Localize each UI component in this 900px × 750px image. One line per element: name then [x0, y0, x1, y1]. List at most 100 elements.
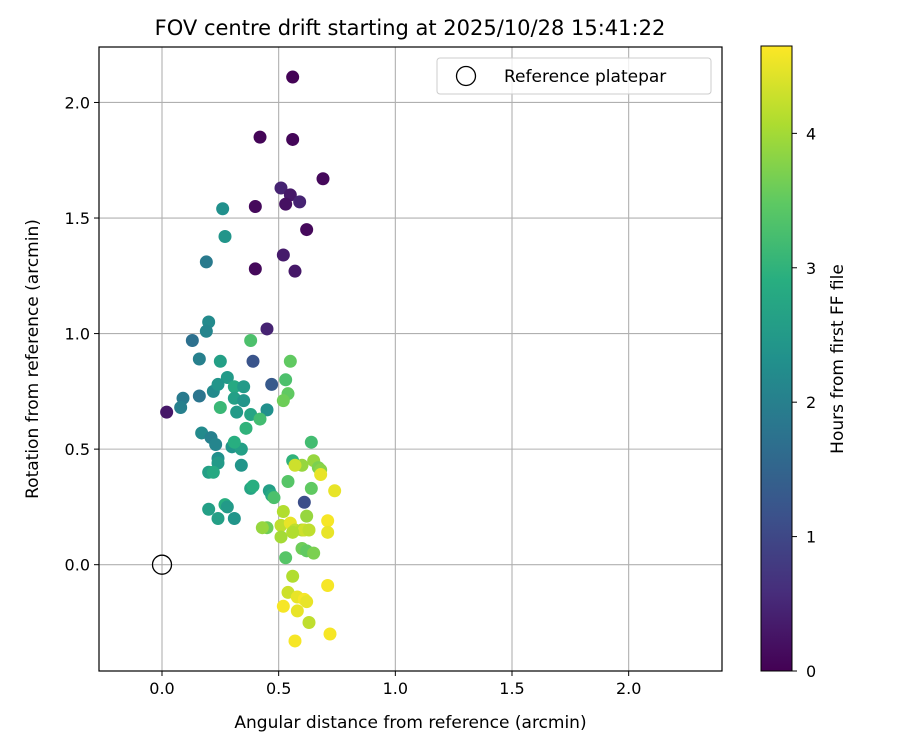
- plot-frame: [98, 46, 723, 672]
- data-point: [286, 569, 300, 583]
- data-point: [234, 458, 248, 472]
- data-point: [290, 604, 304, 618]
- data-point: [276, 394, 290, 408]
- x-tick-label: 2.0: [616, 679, 641, 698]
- data-point: [276, 505, 290, 519]
- data-point: [276, 248, 290, 262]
- grid: [99, 47, 722, 671]
- colorbar-tick-label: 4: [806, 124, 816, 143]
- data-point: [288, 458, 302, 472]
- data-point: [304, 435, 318, 449]
- legend-label: Reference platepar: [504, 67, 666, 87]
- colorbar-tick-label: 3: [806, 259, 816, 278]
- legend: Reference platepar: [436, 57, 712, 95]
- y-tick-label: 0.5: [65, 440, 90, 459]
- data-point: [211, 511, 225, 525]
- data-point: [281, 474, 295, 488]
- data-point: [307, 546, 321, 560]
- y-tick-label: 0.0: [65, 556, 90, 575]
- data-point: [239, 421, 253, 435]
- data-point: [244, 334, 258, 348]
- data-point: [213, 354, 227, 368]
- data-point: [230, 405, 244, 419]
- data-point: [300, 223, 314, 237]
- data-point: [314, 468, 328, 482]
- x-axis-label: Angular distance from reference (arcmin): [234, 713, 586, 733]
- data-point: [218, 230, 232, 244]
- data-point: [274, 181, 288, 195]
- data-point: [304, 481, 318, 495]
- data-point: [302, 523, 316, 537]
- x-ticks: 0.0 0.5 1.0 1.5 2.0: [149, 671, 641, 698]
- data-point: [279, 197, 293, 211]
- data-point: [321, 525, 335, 539]
- data-point: [185, 334, 199, 348]
- data-point: [321, 578, 335, 592]
- data-point: [274, 530, 288, 544]
- data-point: [213, 401, 227, 415]
- data-point: [199, 324, 213, 338]
- data-point: [323, 627, 337, 641]
- data-point: [253, 412, 267, 426]
- data-point: [300, 509, 314, 523]
- x-tick-label: 1.0: [383, 679, 408, 698]
- data-point: [279, 373, 293, 387]
- data-point: [246, 354, 260, 368]
- data-point: [288, 264, 302, 278]
- colorbar-label: Hours from first FF file: [828, 264, 848, 454]
- data-point: [237, 394, 251, 408]
- colorbar-ticks: 0 1 2 3 4: [792, 124, 816, 681]
- data-point: [286, 525, 300, 539]
- data-point: [286, 70, 300, 84]
- data-point: [302, 615, 316, 629]
- data-points: [151, 70, 342, 648]
- data-point: [265, 377, 279, 391]
- data-point: [202, 502, 216, 516]
- data-point: [216, 202, 230, 216]
- y-axis-label: Rotation from reference (arcmin): [23, 219, 43, 499]
- colorbar-tick-label: 1: [806, 528, 816, 547]
- data-point: [192, 352, 206, 366]
- y-ticks: 0.0 0.5 1.0 1.5 2.0: [65, 93, 99, 575]
- legend-frame: [436, 57, 712, 95]
- data-point: [300, 595, 314, 609]
- data-point: [227, 435, 241, 449]
- x-tick-label: 1.5: [499, 679, 524, 698]
- y-tick-label: 1.5: [65, 209, 90, 228]
- data-point: [199, 255, 213, 269]
- data-point: [316, 172, 330, 186]
- colorbar-tick-label: 0: [806, 662, 816, 681]
- data-point: [237, 380, 251, 394]
- data-point: [293, 195, 307, 209]
- data-point: [321, 514, 335, 528]
- y-tick-label: 1.0: [65, 325, 90, 344]
- data-point: [260, 403, 274, 417]
- data-point: [283, 354, 297, 368]
- y-tick-label: 2.0: [65, 93, 90, 112]
- data-point: [288, 634, 302, 648]
- data-point: [209, 438, 223, 452]
- data-point: [255, 521, 269, 535]
- reference-platepar-marker: [151, 554, 173, 575]
- colorbar-gradient: [760, 45, 793, 672]
- data-point: [246, 479, 260, 493]
- data-point: [253, 130, 267, 144]
- data-point: [227, 511, 241, 525]
- data-point: [286, 132, 300, 146]
- colorbar: 0 1 2 3 4 Hours from first FF file: [760, 45, 848, 681]
- data-point: [279, 551, 293, 565]
- data-point: [220, 370, 234, 384]
- data-point: [248, 262, 262, 276]
- data-point: [297, 495, 311, 509]
- data-point: [267, 491, 281, 505]
- x-tick-label: 0.0: [149, 679, 174, 698]
- data-point: [248, 199, 262, 213]
- legend-marker: [455, 65, 477, 87]
- x-tick-label: 0.5: [266, 679, 291, 698]
- data-point: [220, 500, 234, 514]
- colorbar-tick-label: 2: [806, 393, 816, 412]
- data-point: [328, 484, 342, 498]
- data-point: [276, 599, 290, 613]
- data-point: [174, 401, 188, 415]
